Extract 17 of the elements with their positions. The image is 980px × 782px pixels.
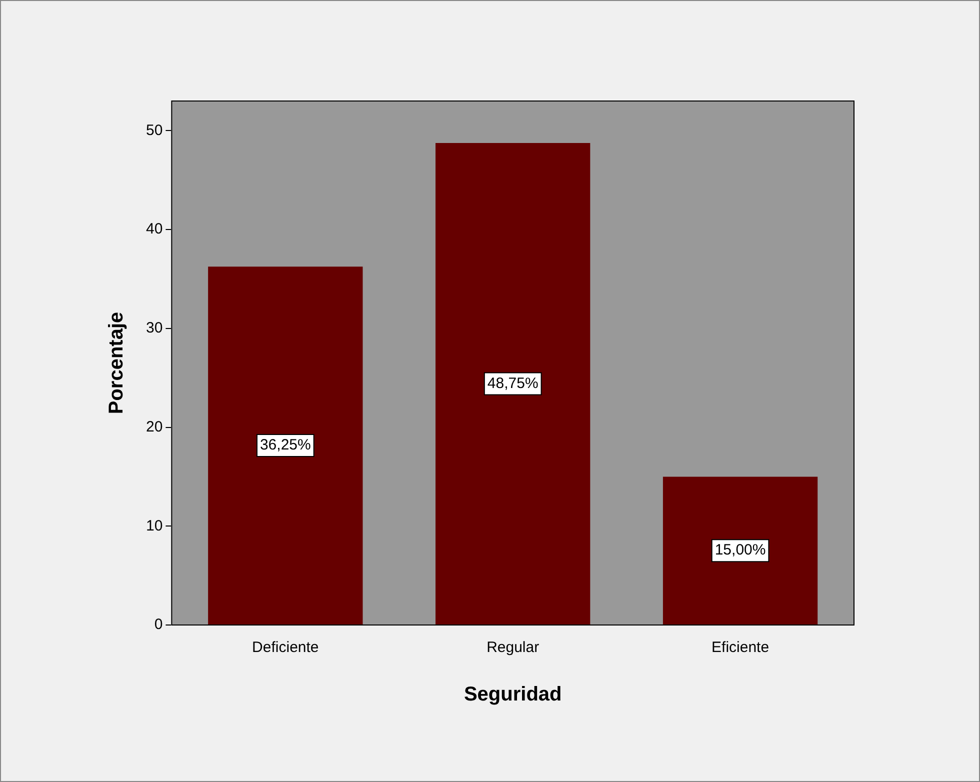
y-tick-label: 20 — [146, 418, 163, 436]
data-label: 36,25% — [260, 436, 311, 454]
y-tick-label: 40 — [146, 220, 163, 238]
bar — [662, 476, 818, 624]
y-tick-label: 30 — [146, 320, 163, 337]
data-label: 48,75% — [487, 374, 538, 392]
x-tick-label: Deficiente — [252, 639, 319, 656]
x-tick-label: Regular — [486, 639, 540, 656]
y-tick-label: 50 — [146, 122, 163, 139]
y-tick-label: 10 — [146, 517, 163, 534]
bar — [208, 266, 363, 624]
bar — [436, 143, 590, 624]
data-label: 15,00% — [714, 542, 766, 559]
y-tick-label: 0 — [154, 616, 163, 634]
x-tick-label: Eficiente — [712, 639, 770, 656]
x-axis-title: Seguridad — [464, 684, 562, 706]
y-axis-title: Porcentaje — [106, 312, 128, 414]
